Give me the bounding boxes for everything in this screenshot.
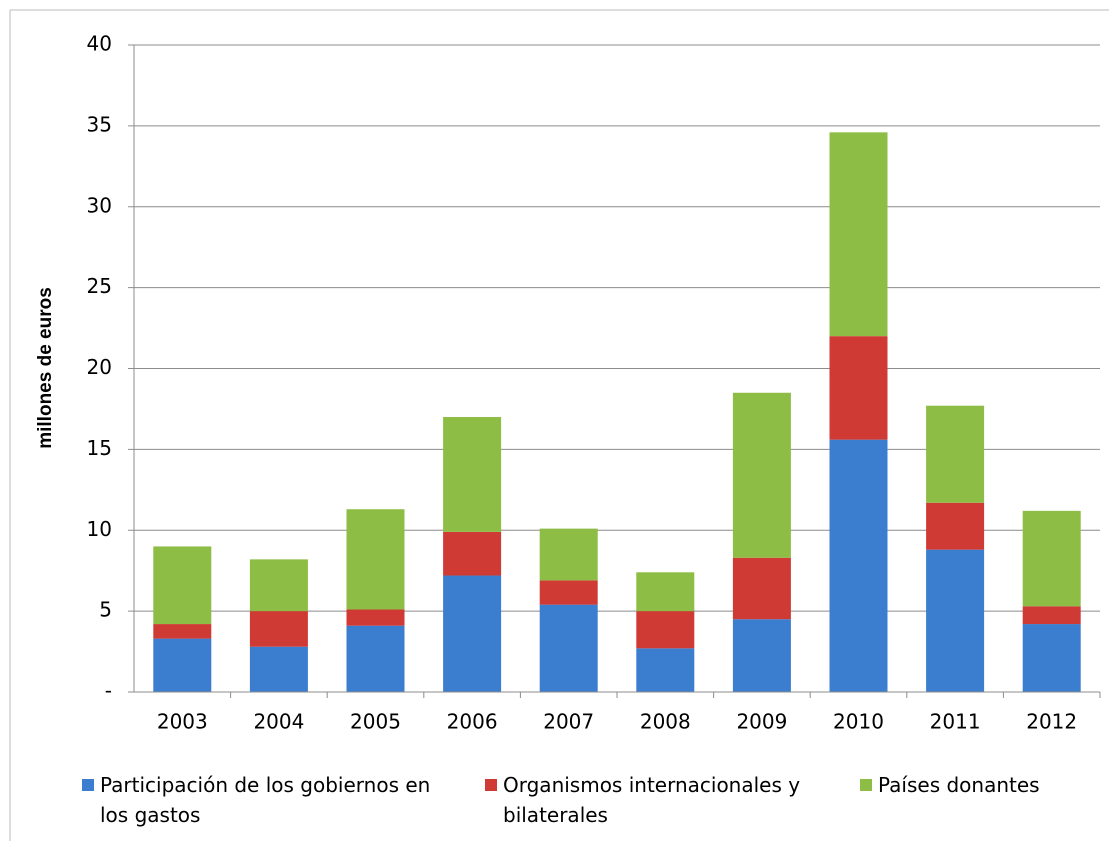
bar-segment [732, 619, 791, 692]
x-tick-label: 2007 [543, 710, 594, 734]
bar-segment [539, 528, 598, 581]
bar-segment [346, 609, 405, 626]
legend-item: Participación de los gobiernos en los ga… [82, 770, 432, 830]
bar-segment [829, 336, 888, 440]
bar-segment [1022, 606, 1081, 625]
bar-segment [732, 392, 791, 558]
bar-segment [249, 646, 308, 692]
y-tick-label: 30 [87, 193, 112, 217]
legend-label: Organismos internacionales y bilaterales [503, 773, 801, 827]
x-tick-label: 2011 [930, 710, 981, 734]
bar-segment [443, 417, 502, 532]
bar-segment [346, 625, 405, 692]
legend-item: Organismos internacionales y bilaterales [485, 770, 805, 830]
bar-segment [249, 611, 308, 647]
bar-segment [443, 531, 502, 576]
bar-segment [636, 611, 695, 649]
bar-segment [443, 575, 502, 692]
x-tick-label: 2005 [350, 710, 401, 734]
legend-swatch [860, 779, 872, 791]
y-tick-label: 20 [87, 355, 112, 379]
legend-swatch [82, 779, 94, 791]
bar-segment [636, 648, 695, 692]
legend-swatch [485, 779, 497, 791]
bar-segment [249, 559, 308, 612]
bar-segment [539, 604, 598, 692]
x-tick-label: 2010 [833, 710, 884, 734]
bar-segment [926, 502, 985, 550]
bar-segment [346, 509, 405, 610]
x-tick-label: 2012 [1026, 710, 1077, 734]
y-tick-label: 15 [87, 436, 112, 460]
y-tick-label: 25 [87, 274, 112, 298]
legend-item: Países donantes [860, 770, 1080, 800]
legend-label: Países donantes [878, 773, 1040, 797]
bar-segment [153, 624, 212, 639]
x-tick-label: 2006 [447, 710, 498, 734]
bar-segment [926, 549, 985, 692]
bar-segment [153, 546, 212, 625]
bar-segment [153, 638, 212, 692]
bar-segment [636, 572, 695, 612]
x-tick-label: 2009 [736, 710, 787, 734]
bar-segment [829, 132, 888, 337]
bar-segment [926, 405, 985, 503]
y-axis-title: millones de euros [35, 287, 56, 449]
x-tick-label: 2004 [253, 710, 304, 734]
bar-segment [539, 580, 598, 605]
y-tick-label: 35 [87, 112, 112, 136]
x-tick-label: 2008 [640, 710, 691, 734]
y-tick-label: - [105, 679, 112, 703]
y-tick-label: 40 [87, 32, 112, 56]
bar-segment [829, 439, 888, 692]
bar-segment [732, 557, 791, 620]
x-tick-label: 2003 [157, 710, 208, 734]
y-tick-label: 5 [99, 598, 112, 622]
bar-segment [1022, 510, 1081, 607]
bar-segment [1022, 624, 1081, 692]
y-tick-label: 10 [87, 517, 112, 541]
legend-label: Participación de los gobiernos en los ga… [100, 773, 431, 827]
